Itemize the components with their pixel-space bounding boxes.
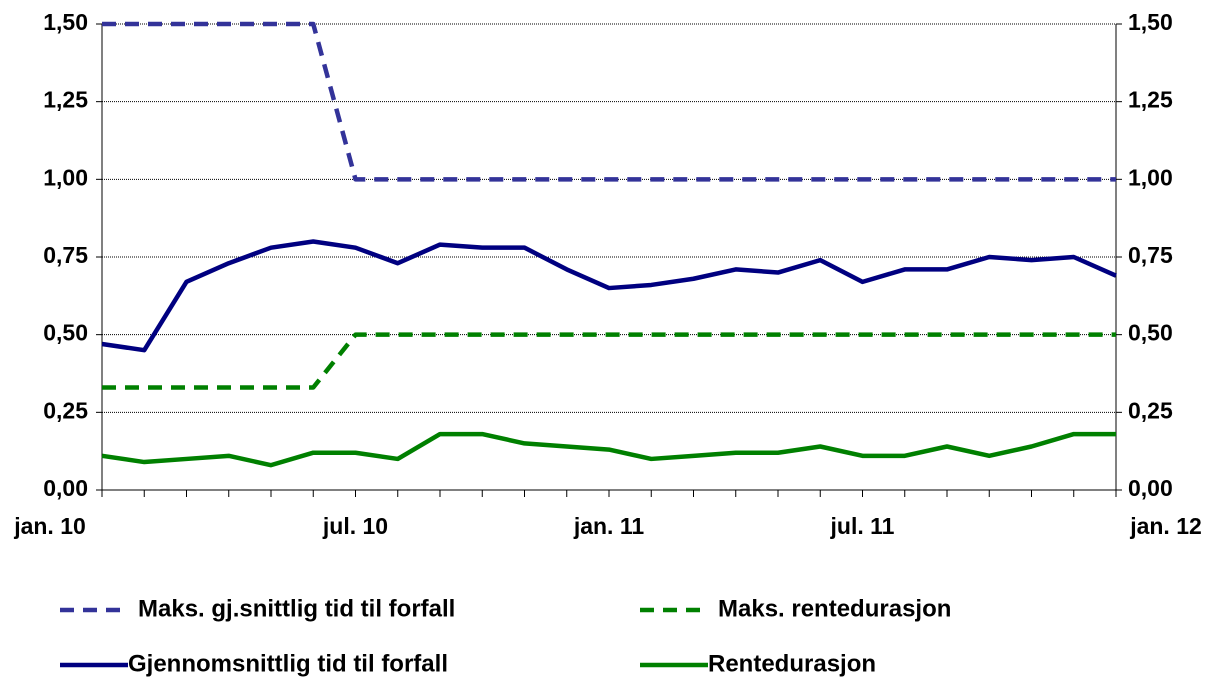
- y-tick-label: 0,50: [43, 320, 88, 346]
- y-tick-label: 1,00: [43, 164, 88, 190]
- legend-label: Rentedurasjon: [708, 650, 876, 677]
- y2-tick-label: 1,50: [1128, 9, 1173, 35]
- y-tick-label: 1,50: [43, 9, 88, 35]
- y2-tick-label: 0,00: [1128, 475, 1173, 501]
- x-tick-label: jan. 12: [1129, 513, 1202, 539]
- x-tick-label: jan. 10: [13, 513, 86, 539]
- y-tick-label: 0,25: [43, 397, 88, 423]
- y-tick-label: 1,25: [43, 87, 88, 113]
- legend-label: Maks. rentedurasjon: [718, 595, 951, 622]
- series-line: [102, 332, 1116, 390]
- y-tick-label: 0,00: [43, 475, 88, 501]
- y2-tick-label: 1,00: [1128, 164, 1173, 190]
- series-line: [101, 431, 1116, 468]
- y2-tick-label: 0,50: [1128, 320, 1173, 346]
- series-line: [102, 21, 1116, 182]
- x-tick-label: jul. 11: [830, 513, 895, 539]
- y-tick-label: 0,75: [43, 242, 88, 268]
- y2-tick-label: 1,25: [1128, 87, 1173, 113]
- legend: Maks. gj.snittlig tid til forfall Maks. r…: [60, 595, 951, 677]
- y2-tick-label: 0,75: [1128, 242, 1173, 268]
- x-tick-label: jul. 10: [322, 513, 388, 539]
- y2-tick-label: 0,25: [1128, 397, 1173, 423]
- legend-label: Maks. gj.snittlig tid til forfall: [138, 595, 455, 622]
- x-tick-label: jan. 11: [573, 513, 645, 539]
- series-line: [101, 239, 1117, 353]
- legend-label: Gjennomsnittlig tid til forfall: [128, 650, 448, 677]
